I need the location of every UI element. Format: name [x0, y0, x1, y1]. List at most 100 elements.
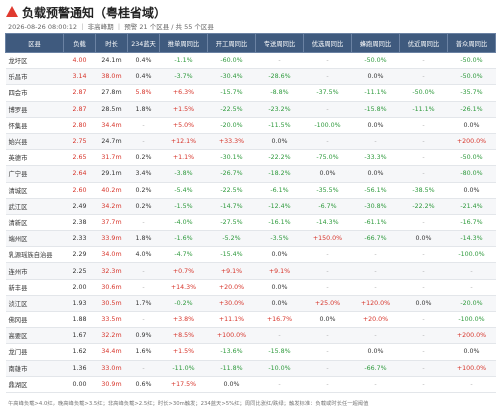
table-row: 英德市 2.65 31.7m 0.2% +1.1% -30.1% -22.2% -75.0% -… [5, 149, 496, 167]
cell: 2.65 [63, 149, 96, 167]
title: 负载预警通知（粤桂省域） [22, 6, 167, 20]
cell: - [303, 262, 352, 280]
table-body: 龙圩区 4.00 24.1m 0.4% -1.1% -60.0% - - -50.0% - -50.… [5, 52, 496, 393]
cell: 2.49 [63, 198, 96, 215]
column-header: 234蓝天 [127, 33, 160, 53]
cell: -12.4% [255, 198, 304, 215]
cell: 40.2m [95, 182, 128, 199]
cell: - [399, 360, 448, 377]
cell: -15.4% [207, 246, 256, 264]
table-row: 始兴县 2.75 24.7m - +12.1% +33.3% 0.0% - - - +200.0% [5, 133, 496, 151]
cell: 2.25 [63, 262, 96, 280]
table-row: 武江区 2.49 34.2m 0.2% -1.5% -14.7% -12.4% -6.7% -3… [5, 198, 496, 215]
cell: -3.8% [159, 165, 208, 183]
cell: -50.0% [447, 52, 496, 70]
cell: - [447, 376, 496, 393]
cell: - [303, 343, 352, 361]
cell: +6.3% [159, 84, 208, 102]
cell: 博罗县 [5, 101, 64, 118]
cell: -38.5% [399, 182, 448, 199]
cell: 0.0% [351, 165, 400, 183]
cell: -10.0% [255, 360, 304, 377]
cell: -15.8% [351, 101, 400, 118]
cell: -28.6% [255, 68, 304, 86]
cell: -50.0% [447, 68, 496, 86]
cell: 龙圩区 [5, 52, 64, 70]
cell: - [303, 279, 352, 296]
cell: +150.0% [303, 230, 352, 248]
cell: 3.4% [127, 165, 160, 183]
cell: +9.1% [207, 262, 256, 280]
table-row: 广宁县 2.64 29.1m 3.4% -3.8% -26.7% -18.2% 0.0% 0.0… [5, 165, 496, 183]
cell: 乐昌市 [5, 68, 64, 86]
cell: -30.8% [351, 198, 400, 215]
cell: - [255, 376, 304, 393]
column-header: 优选周同比 [303, 33, 352, 53]
cell: 0.0% [207, 376, 256, 393]
cell: 2.38 [63, 214, 96, 232]
table-row: 四会市 2.87 27.8m 5.8% +6.3% -15.7% -8.8% -37.5% -1… [5, 84, 496, 102]
cell: -30.1% [207, 149, 256, 167]
cell: -11.5% [255, 117, 304, 134]
cell: -15.8% [255, 343, 304, 361]
cell: -37.5% [303, 84, 352, 102]
table-row: 清新区 2.38 37.7m - -4.0% -27.5% -16.1% -14.3% -61.… [5, 214, 496, 232]
cell: 1.8% [127, 101, 160, 118]
cell: 33.0m [95, 360, 128, 377]
cell: 0.0% [399, 295, 448, 313]
cell: 1.36 [63, 360, 96, 377]
cell: 连州市 [5, 262, 64, 280]
cell: 1.7% [127, 295, 160, 313]
column-header: 专送周同比 [255, 33, 304, 53]
cell: +200.0% [447, 133, 496, 151]
cell: +1.5% [159, 343, 208, 361]
cell: - [303, 246, 352, 264]
table-row: 连州市 2.25 32.3m - +0.7% +9.1% +9.1% - - - - [5, 262, 496, 280]
cell: -13.6% [207, 343, 256, 361]
cell: -4.0% [159, 214, 208, 232]
cell: 32.3m [95, 262, 128, 280]
cell: 34.4m [95, 117, 128, 134]
cell: 29.1m [95, 165, 128, 183]
cell: +30.0% [207, 295, 256, 313]
cell: 南雄市 [5, 360, 64, 377]
cell: -50.0% [447, 149, 496, 167]
header-row: 区县 负载 时长 234蓝天 推单周同比 开工周同比 专送周同比 优选周同比 蜂跑周同比 优近周同… [5, 33, 496, 53]
cell: - [399, 311, 448, 329]
cell: - [399, 262, 448, 280]
cell: - [399, 149, 448, 167]
cell: -8.8% [255, 84, 304, 102]
cell: 2.29 [63, 246, 96, 264]
cell: 2.60 [63, 182, 96, 199]
cell: -14.7% [207, 198, 256, 215]
cell: -16.7% [447, 214, 496, 232]
cell: 2.87 [63, 101, 96, 118]
cell: 34.0m [95, 246, 128, 264]
cell: 乳源瑶族自治县 [5, 246, 64, 264]
table-row: 乐昌市 3.14 38.0m 0.4% -3.7% -30.4% -28.6% -0.0% - -… [5, 68, 496, 86]
cell: 1.88 [63, 311, 96, 329]
table-row: 鼎湖区 0.00 30.9m 0.6% +17.5% 0.0% - - - - - [5, 376, 496, 393]
cell: -6.7% [303, 198, 352, 215]
cell: 0.0% [255, 279, 304, 296]
cell: - [127, 360, 160, 377]
cell: +14.3% [159, 279, 208, 296]
column-header: 时长 [95, 33, 128, 53]
cell: -5.4% [159, 182, 208, 199]
table-row: 龙圩区 4.00 24.1m 0.4% -1.1% -60.0% - - -50.0% - -50.… [5, 52, 496, 70]
cell: 0.0% [351, 68, 400, 86]
cell: 34.2m [95, 198, 128, 215]
cell: 0.2% [127, 149, 160, 167]
cell: -18.2% [255, 165, 304, 183]
cell: -22.2% [255, 149, 304, 167]
cell: -1.1% [159, 52, 208, 70]
cell: 4.00 [63, 52, 96, 70]
cell: -22.5% [207, 101, 256, 118]
cell: -14.3% [447, 230, 496, 248]
cell: +25.0% [303, 295, 352, 313]
cell: -11.1% [351, 84, 400, 102]
cell: -30.4% [207, 68, 256, 86]
cell: 2.33 [63, 230, 96, 248]
cell: +20.0% [351, 311, 400, 329]
cell: -1.5% [159, 198, 208, 215]
